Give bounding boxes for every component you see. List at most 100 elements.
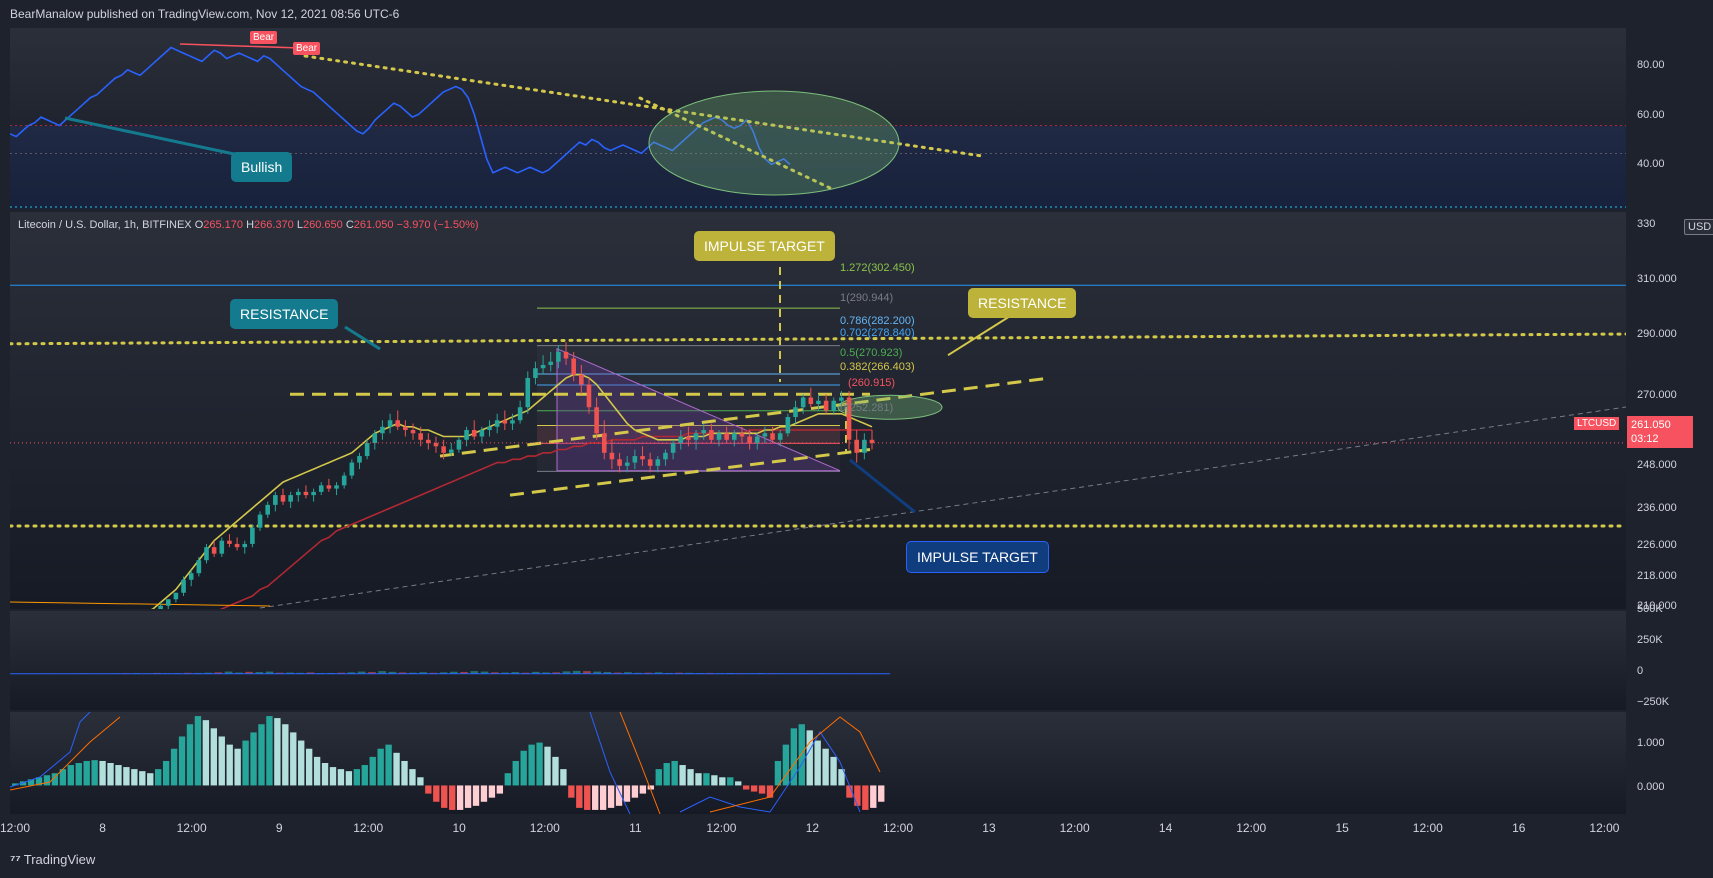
candle-body (823, 400, 829, 411)
oscillator-axis[interactable]: 1.000 0.000 (1627, 712, 1713, 814)
volume-bar (480, 671, 489, 674)
price-change: −3.970 (−1.50%) (396, 219, 479, 231)
oscillator-bar (43, 775, 51, 786)
candle-body (448, 449, 454, 453)
volume-pane[interactable] (10, 611, 1626, 710)
resistance-callout-left: RESISTANCE (230, 299, 339, 329)
candle-body (770, 433, 775, 440)
volume-bar (531, 671, 540, 674)
oscillator-bar (75, 763, 82, 786)
candle-body (403, 426, 408, 431)
volume-bar (409, 672, 417, 674)
rsi-price-axis[interactable]: 80.00 60.00 40.00 (1627, 28, 1713, 209)
axis-tick-label: 250K (1637, 634, 1663, 646)
signal-line (709, 716, 881, 813)
brand-name: TradingView (23, 852, 96, 867)
volume-chart (10, 670, 890, 675)
candle-body (372, 433, 378, 444)
currency-button[interactable]: USD (1684, 219, 1713, 235)
ohlc-high-label: H (246, 219, 255, 231)
oscillator-bar (727, 777, 734, 786)
volume-bar (378, 671, 387, 674)
candle-body (678, 436, 684, 444)
candle-body (326, 485, 332, 489)
oscillator-bar (735, 781, 742, 786)
oscillator-bar (846, 785, 853, 798)
oscillator-bar (51, 773, 59, 786)
volume-bar (347, 672, 356, 674)
volume-bar (501, 672, 509, 674)
volume-bar (552, 672, 561, 674)
volume-bar (398, 672, 407, 674)
oscillator-bar (385, 744, 392, 786)
time-axis[interactable]: 12:00 8 12:00 9 12:00 10 12:00 11 12:00 12 12:00 13… (0, 818, 1713, 840)
oscillator-bar (274, 718, 281, 786)
price-axis[interactable]: 330 310.000 290.000 270.000 248.000 236.… (1627, 212, 1713, 612)
time-tick-label: 14 (1158, 821, 1173, 835)
volume-bar (204, 672, 212, 674)
candle-body (288, 495, 293, 502)
time-tick-label: 11 (629, 821, 642, 835)
impulse-target-callout-top: IMPULSE TARGET (694, 231, 835, 261)
oscillator-bar (186, 724, 194, 786)
time-tick-label: 12:00 (1236, 821, 1267, 835)
oscillator-bar (647, 785, 654, 790)
candle-body (854, 439, 859, 453)
volume-bar (337, 672, 346, 674)
candle-body (831, 400, 837, 411)
candle-body (846, 397, 852, 440)
oscillator-bar (496, 785, 504, 794)
axis-tick-label: 1.000 (1637, 737, 1665, 749)
footer-brand[interactable]: ⁷⁷ TradingView (10, 852, 95, 867)
candle-body (869, 439, 875, 444)
candle-body (380, 426, 385, 434)
candle-body (311, 491, 316, 496)
macd-line (679, 731, 861, 813)
candle-body (479, 430, 485, 437)
volume-bar (644, 672, 653, 674)
axis-tick-label: 40.00 (1637, 158, 1665, 170)
oscillator-bar (472, 785, 480, 806)
time-tick-label: 9 (275, 821, 283, 835)
volume-bar (521, 672, 530, 674)
oscillator-bar (854, 785, 861, 806)
candle-body (257, 514, 263, 528)
oscillator-bar (512, 760, 519, 786)
bear-divergence-label: Bear (293, 42, 321, 55)
candle-body (663, 452, 668, 460)
volume-bar (388, 671, 397, 674)
publisher-header: BearManalow published on TradingView.com… (10, 7, 400, 21)
oscillator-bar (313, 756, 321, 786)
oscillator-bar (202, 720, 210, 786)
candle-body (517, 407, 523, 421)
volume-bar (624, 672, 632, 674)
oscillator-bar (655, 769, 662, 786)
candle-body (456, 439, 462, 450)
candle-body (441, 446, 446, 453)
candle-body (839, 397, 844, 401)
time-tick-label: 12:00 (353, 821, 384, 835)
time-tick-label: 12:00 (1589, 821, 1620, 835)
price-pane[interactable]: Litecoin / U.S. Dollar, 1h, BITFINEX O26… (10, 212, 1626, 609)
volume-bar (470, 671, 479, 674)
time-tick-label: 12:00 (529, 821, 560, 835)
volume-bar (224, 671, 233, 674)
oscillator-bar (377, 748, 384, 786)
signal-line (619, 712, 661, 814)
candle-body (487, 426, 492, 431)
candle-body (579, 374, 584, 385)
oscillator-bar (123, 767, 130, 786)
rsi-pane[interactable]: Bear Bear Bullish (10, 28, 1626, 209)
oscillator-chart (10, 712, 885, 814)
volume-axis[interactable]: 500K 250K 0 −250K (1627, 603, 1713, 710)
candle-body (785, 417, 791, 434)
last-price-badge: 261.050 03:12 (1627, 416, 1693, 448)
candle-body (808, 397, 814, 404)
oscillator-bar (107, 763, 114, 786)
candle-body (357, 456, 362, 463)
oscillator-pane[interactable] (10, 712, 1626, 814)
oscillator-bar (234, 748, 241, 786)
oscillator-bar (27, 779, 35, 786)
oscillator-bar (35, 777, 43, 786)
candle-body (647, 459, 653, 466)
